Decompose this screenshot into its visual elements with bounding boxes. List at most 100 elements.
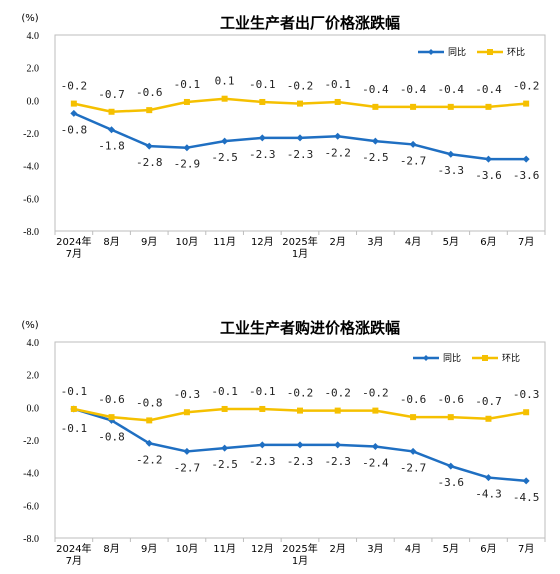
data-label: -0.4 (362, 83, 389, 96)
x-tick-label: 3月 (367, 236, 383, 248)
chart-title: 工业生产者购进价格涨跌幅 (220, 319, 400, 337)
series-point-环比 (146, 417, 153, 424)
data-label: -0.3 (174, 388, 201, 401)
y-tick-label: -2.0 (23, 436, 39, 447)
y-tick-label: -2.0 (23, 129, 39, 140)
y-tick-label: 0.0 (27, 96, 40, 107)
data-label: -2.2 (324, 146, 351, 159)
x-tick-label: 10月 (176, 543, 199, 555)
legend-marker-同比 (423, 355, 429, 361)
x-tick-line: 12月 (251, 236, 274, 248)
series-point-环比 (70, 100, 77, 107)
x-tick-line: 2024年 (56, 542, 91, 555)
data-label: -0.1 (249, 78, 276, 91)
series-point-同比 (183, 447, 191, 455)
data-label: -4.3 (475, 488, 502, 501)
x-tick-label: 12月 (251, 543, 274, 555)
data-label: -0.1 (249, 385, 276, 398)
data-label: -0.2 (324, 387, 351, 400)
y-tick-label: 4.0 (27, 31, 40, 42)
series-point-同比 (296, 134, 304, 142)
y-tick-label: -4.0 (23, 162, 39, 173)
data-label: 0.1 (215, 75, 235, 88)
data-label: -0.6 (400, 393, 427, 406)
series-point-同比 (334, 132, 342, 140)
plot-frame (54, 341, 546, 539)
series-point-环比 (334, 98, 341, 105)
series-point-同比 (145, 142, 153, 150)
x-tick-line: 2025年 (282, 235, 317, 248)
x-tick-label: 5月 (443, 543, 459, 555)
x-tick-line: 8月 (103, 236, 119, 248)
x-tick-label: 11月 (213, 543, 236, 555)
series-point-环比 (70, 405, 77, 412)
x-tick-line: 10月 (176, 543, 199, 555)
data-label: -0.4 (400, 83, 427, 96)
x-tick-label: 2025年 1月 (282, 235, 317, 260)
series-point-环比 (372, 407, 379, 414)
data-label: -2.9 (174, 158, 201, 171)
chart-title: 工业生产者出厂价格涨跌幅 (220, 14, 400, 32)
x-tick-line: 2025年 (282, 542, 317, 555)
x-tick-line: 10月 (176, 236, 199, 248)
x-tick-label: 11月 (213, 236, 236, 248)
data-label: -0.6 (98, 393, 125, 406)
x-tick-line: 3月 (367, 543, 383, 555)
data-label: -4.5 (513, 491, 540, 504)
series-point-环比 (447, 103, 454, 110)
data-label: -0.1 (324, 78, 351, 91)
series-point-同比 (108, 126, 116, 134)
data-label: -2.3 (249, 148, 276, 161)
series-point-同比 (183, 144, 191, 152)
data-label: -3.6 (438, 476, 465, 489)
x-tick-line: 6月 (480, 543, 496, 555)
series-point-同比 (484, 155, 492, 163)
data-label: -2.7 (174, 461, 201, 474)
data-label: -2.3 (249, 455, 276, 468)
x-tick-line: 9月 (141, 543, 157, 555)
data-label: -0.4 (438, 83, 465, 96)
y-tick-label: -6.0 (23, 194, 39, 205)
data-label: -2.2 (136, 453, 163, 466)
chart-1: 工业生产者出厂价格涨跌幅 (%) 4.0 2.0 0.0 -2.0 -4.0 -6.0 -8.0… (21, 13, 546, 260)
x-tick-line: 7月 (518, 236, 534, 248)
series-point-同比 (296, 441, 304, 449)
series-point-同比 (409, 447, 417, 455)
x-tick-line: 7月 (518, 543, 534, 555)
series-point-同比 (522, 155, 530, 163)
data-label: -2.3 (287, 455, 314, 468)
x-tick-label: 4月 (405, 236, 421, 248)
plot-frame (54, 34, 546, 232)
x-tick-label: 2024年 7月 (56, 542, 91, 567)
data-label: -0.4 (475, 83, 502, 96)
series-point-同比 (258, 441, 266, 449)
data-label: -2.3 (324, 455, 351, 468)
data-label: -3.3 (438, 164, 465, 177)
series-point-同比 (70, 109, 78, 117)
series-point-环比 (259, 98, 266, 105)
series-point-同比 (371, 137, 379, 145)
series-point-环比 (221, 405, 228, 412)
data-label: -0.8 (136, 396, 163, 409)
data-label: -0.1 (61, 422, 88, 435)
series-point-环比 (297, 100, 303, 107)
data-label: -2.3 (287, 148, 314, 161)
legend-label: 环比 (502, 352, 520, 364)
x-tick-label: 2月 (330, 236, 346, 248)
x-tick-label: 10月 (176, 236, 199, 248)
data-label: -2.7 (400, 154, 427, 167)
x-tick-line: 2月 (330, 543, 346, 555)
series-point-同比 (371, 443, 379, 451)
x-tick-line: 11月 (213, 236, 236, 248)
x-tick-label: 5月 (443, 236, 459, 248)
data-label: -0.3 (513, 388, 540, 401)
y-unit-label: (%) (21, 13, 38, 24)
series-point-环比 (485, 103, 492, 110)
data-label: -0.1 (174, 78, 201, 91)
legend-label: 同比 (443, 352, 461, 364)
series-point-环比 (108, 108, 115, 115)
series-point-同比 (522, 477, 530, 485)
data-label: -0.2 (287, 387, 314, 400)
y-tick-label: 2.0 (27, 64, 40, 75)
x-tick-label: 8月 (103, 543, 119, 555)
